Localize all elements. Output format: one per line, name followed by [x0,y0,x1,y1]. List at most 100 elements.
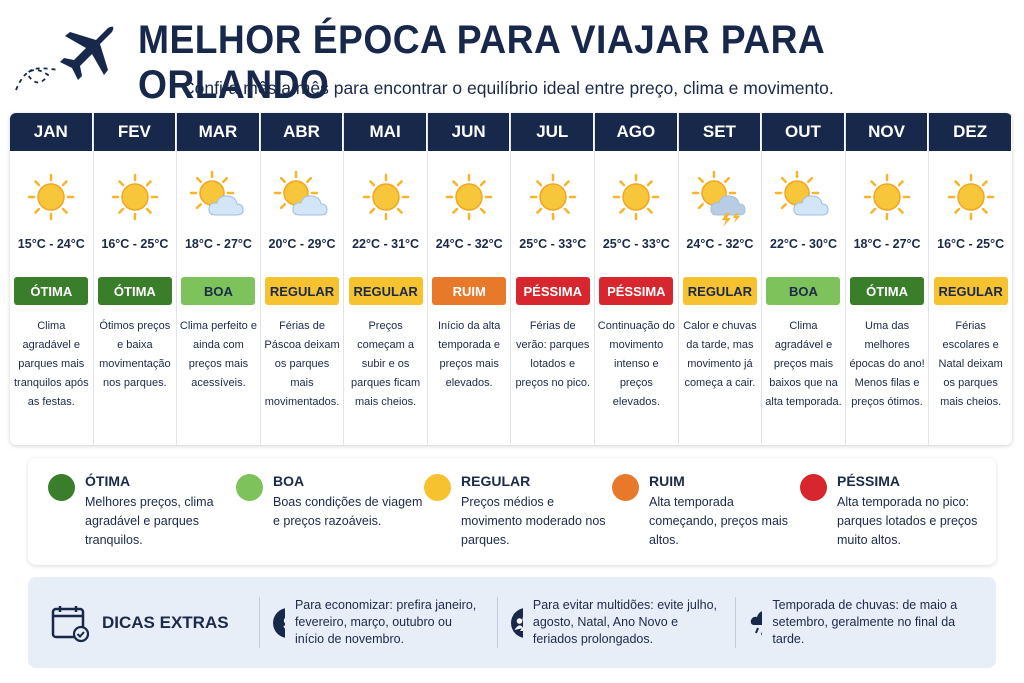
weather-icon-graphic [28,173,75,221]
month-description: Calor e chuvas da tarde, mas movimento j… [683,320,757,389]
legend-label: REGULAR [461,473,531,489]
temperature: 20°C - 29°C [268,237,336,251]
rating-badge: PÉSSIMA [515,277,590,305]
rating-badge: RUIM [432,277,507,305]
weather-icon [857,163,917,231]
temperature: 24°C - 32°C [686,237,754,251]
month-column: JAN 15°C - 24°C ÓTIMA Clima agradável e par… [10,113,94,445]
weather-icon [606,163,666,231]
month-table: JAN 15°C - 24°C ÓTIMA Clima agradável e par… [10,113,1012,445]
weather-icon-graphic [529,173,576,221]
legend-description: Boas condições de viagem e preços razoáv… [273,495,423,528]
tip: Para evitar multidões: evite julho, agos… [496,597,735,648]
calendar-icon [51,605,90,642]
legend-dot [48,474,75,501]
month-description: Clima agradável e parques mais tranquilo… [13,320,89,408]
temperature: 22°C - 30°C [770,237,837,251]
month-name: OUT [762,113,845,151]
month-description: Início da alta temporada e preços mais e… [437,320,501,389]
weather-icon [105,163,165,231]
rain-icon [750,610,763,635]
weather-icon-graphic [445,173,493,221]
month-column: SET 24°C - 32°C REGULAR Calor e chuvas da t… [678,113,763,445]
temperature: 15°C - 24°C [17,237,85,251]
month-description: Continuação do movimento intenso e preço… [597,320,675,408]
temperature: 18°C - 27°C [853,237,921,251]
legend-label: RUIM [649,473,685,489]
weather-icon [21,163,81,231]
rating-badge: REGULAR [265,277,340,305]
month-column: MAI 22°C - 31°C REGULAR Preços começam a su… [344,113,428,445]
legend-label: PÉSSIMA [837,473,901,489]
title: MELHOR ÉPOCA PARA VIAJAR PARA ORLANDO [138,18,824,107]
month-name: ABR [260,113,344,151]
legend-description: Melhores preços, clima agradável e parqu… [85,495,214,547]
month-description: Clima perfeito e ainda com preços mais a… [179,320,257,389]
month-column: AGO 25°C - 33°C PÉSSIMA Continuação do movi… [595,113,679,445]
legend-label: ÓTIMA [85,473,131,489]
weather-icon-graphic [613,173,660,221]
weather-icon-graphic [691,170,746,227]
month-name: DEZ [929,113,1012,151]
weather-icon [356,163,416,231]
month-description: Clima agradável e preços mais baixos que… [765,320,842,408]
month-column: DEZ 16°C - 25°C REGULAR Férias escolares e … [929,113,1012,445]
legend-description: Alta temporada no pico: parques lotados … [837,495,978,547]
legend-dot [612,474,639,501]
weather-icon [272,163,332,231]
weather-icon [439,163,499,231]
legend-item: BOA Boas condições de viagem e preços raz… [236,472,424,565]
temperature: 22°C - 31°C [352,237,420,251]
month-column: OUT 22°C - 30°C BOA Clima agradável e preço… [762,113,846,445]
legend-text-block: REGULAR Preços médios e movimento moderad… [461,472,612,565]
month-column: NOV 18°C - 27°C ÓTIMA Uma das melhores époc… [845,113,930,445]
legend-text-block: RUIM Alta temporada começando, preços mai… [649,472,800,565]
tips-title: DICAS EXTRAS [102,612,229,632]
legend-text-block: BOA Boas condições de viagem e preços raz… [273,472,424,565]
rating-badge: ÓTIMA [850,277,925,305]
legend-item: REGULAR Preços médios e movimento moderad… [424,472,612,565]
month-description: Férias escolares e Natal deixam os parqu… [938,320,1003,408]
rating-badge: REGULAR [348,277,423,305]
rating-badge: BOA [766,277,841,305]
legend-text-block: PÉSSIMA Alta temporada no pico: parques l… [837,472,988,565]
temperature: 16°C - 25°C [101,237,169,251]
month-name: AGO [595,113,678,151]
month-name: JUN [427,113,511,151]
legend-dot [236,474,263,501]
month-description: Preços começam a subir e os parques fica… [351,320,421,408]
month-column: FEV 16°C - 25°C ÓTIMA Ótimos preços e baixa… [93,113,178,445]
legend-text-block: ÓTIMA Melhores preços, clima agradável e … [85,472,236,565]
month-column: MAR 18°C - 27°C BOA Clima perfeito e ainda … [177,113,261,445]
tip: Temporada de chuvas: de maio a setembro,… [734,597,973,648]
month-column: JUN 24°C - 32°C RUIM Início da alta tempora… [427,113,512,445]
legend: ÓTIMA Melhores preços, clima agradável e … [28,458,996,565]
tips: DICAS EXTRAS $ Para economizar: prefira j… [28,577,996,668]
subtitle: Confira mês a mês para encontrar o equil… [182,78,834,98]
tip-text: Para economizar: prefira janeiro, fevere… [294,598,477,646]
weather-icon [773,163,833,231]
month-name: JAN [10,113,93,151]
weather-icon-graphic [190,170,244,216]
temperature: 25°C - 33°C [519,237,587,251]
rating-badge: ÓTIMA [14,277,89,305]
month-description: Férias de Páscoa deixam os parques mais … [264,320,340,408]
dollar-icon: $ [272,607,285,638]
month-column: ABR 20°C - 29°C REGULAR Férias de Páscoa de… [260,113,345,445]
tip-text: Temporada de chuvas: de maio a setembro,… [772,598,958,646]
temperature: 16°C - 25°C [937,237,1005,251]
month-name: FEV [93,113,177,151]
legend-dot [800,474,827,501]
temperature: 25°C - 33°C [602,237,670,251]
svg-text:$: $ [283,614,285,633]
people-icon [510,607,523,638]
legend-dot [424,474,451,501]
plane-icon [15,26,114,91]
temperature: 18°C - 27°C [184,237,252,251]
month-name: MAR [177,113,260,151]
month-name: JUL [511,113,595,151]
weather-icon-graphic [775,170,829,216]
weather-icon-graphic [273,170,328,216]
rating-badge: ÓTIMA [97,277,172,305]
